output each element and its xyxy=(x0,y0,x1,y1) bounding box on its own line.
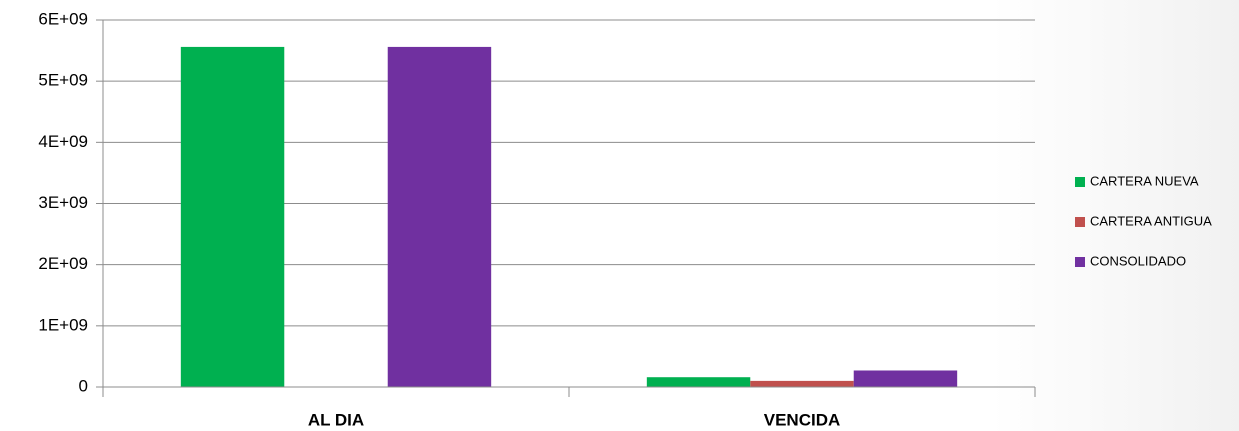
bar xyxy=(180,46,285,388)
legend-label: CARTERA ANTIGUA xyxy=(1090,213,1212,228)
y-tick-label: 3E+09 xyxy=(38,193,88,212)
y-tick-label: 0 xyxy=(79,376,88,395)
legend-label: CARTERA NUEVA xyxy=(1090,173,1199,188)
legend-label: CONSOLIDADO xyxy=(1090,253,1186,268)
legend-swatch xyxy=(1075,177,1085,187)
legend-swatch xyxy=(1075,217,1085,227)
bar xyxy=(853,370,958,387)
legend-swatch xyxy=(1075,257,1085,267)
y-tick-label: 4E+09 xyxy=(38,132,88,151)
x-tick-label: AL DIA xyxy=(308,410,364,429)
bar xyxy=(750,380,854,387)
y-tick-label: 6E+09 xyxy=(38,9,88,28)
bar xyxy=(387,46,492,388)
bar xyxy=(646,377,751,387)
x-tick-label: VENCIDA xyxy=(764,410,841,429)
y-tick-label: 5E+09 xyxy=(38,71,88,90)
y-tick-label: 1E+09 xyxy=(38,315,88,334)
y-tick-label: 2E+09 xyxy=(38,254,88,273)
